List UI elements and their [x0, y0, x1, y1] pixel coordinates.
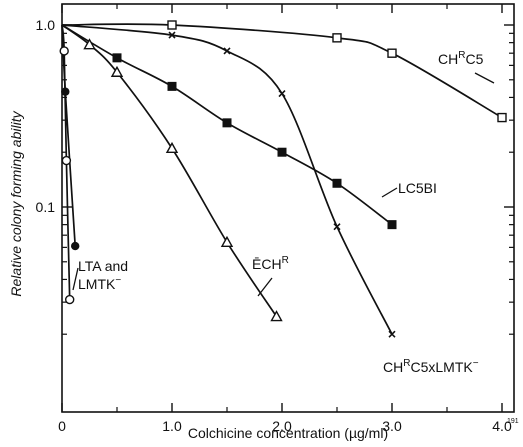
data-point	[167, 81, 177, 91]
data-point	[61, 87, 70, 96]
label-leader-lc5bi	[381, 187, 398, 198]
data-point	[112, 53, 122, 63]
corner-number: 191	[507, 418, 519, 425]
series-line	[61, 24, 71, 300]
series-markers	[59, 20, 507, 338]
data-point	[278, 90, 286, 98]
series-label-echr: ĒCHR	[252, 255, 289, 272]
data-point	[387, 48, 397, 58]
label-leader-lta1	[72, 267, 79, 291]
data-point	[61, 155, 72, 166]
data-point	[71, 241, 80, 251]
x-axis-label: Colchicine concentration (µg/ml)	[188, 425, 388, 441]
x-tick-label: 0	[58, 418, 66, 434]
data-point	[59, 46, 69, 56]
data-point	[223, 47, 231, 55]
x-tick-label: 3.0	[382, 418, 402, 434]
data-point	[333, 223, 341, 231]
x-tick-label: 2.0	[272, 418, 292, 434]
series-line	[61, 23, 503, 119]
series-line	[61, 24, 393, 335]
series-label-lta1: LTA and	[78, 258, 128, 274]
label-leader-spacer	[397, 349, 408, 352]
data-point	[387, 220, 397, 230]
series-label-chrc5x: CHRC5xLMTK−	[383, 358, 479, 375]
data-point	[83, 38, 96, 50]
data-point	[110, 65, 124, 77]
x-tick-label: 1.0	[162, 418, 182, 434]
data-point	[64, 294, 75, 305]
data-point	[277, 147, 287, 157]
series-label-lc5bi: LC5BI	[398, 180, 437, 196]
data-point	[332, 33, 342, 43]
axis-tick-labels: 0 1.0 2.0 3.0 4.0 1.0 0.1	[36, 17, 512, 434]
data-point	[497, 112, 507, 123]
data-point	[168, 31, 176, 39]
plot-frame	[61, 3, 515, 413]
y-tick-label: 0.1	[36, 199, 56, 215]
label-leader-chrc5	[474, 72, 495, 84]
data-point	[165, 141, 179, 154]
data-point	[332, 178, 342, 188]
series-label-lta2: LMTK−	[78, 275, 121, 292]
data-point	[167, 20, 177, 30]
data-point	[222, 118, 232, 128]
series-label-chrc5: CHRC5	[438, 50, 484, 67]
data-point	[388, 330, 396, 338]
x-tick-label: 4.0	[492, 418, 512, 434]
y-tick-label: 1.0	[36, 17, 56, 33]
label-leader-echr	[257, 277, 273, 297]
y-axis-label: Relative colony forming ability	[8, 110, 24, 296]
data-point	[220, 235, 234, 247]
data-point	[270, 310, 283, 322]
